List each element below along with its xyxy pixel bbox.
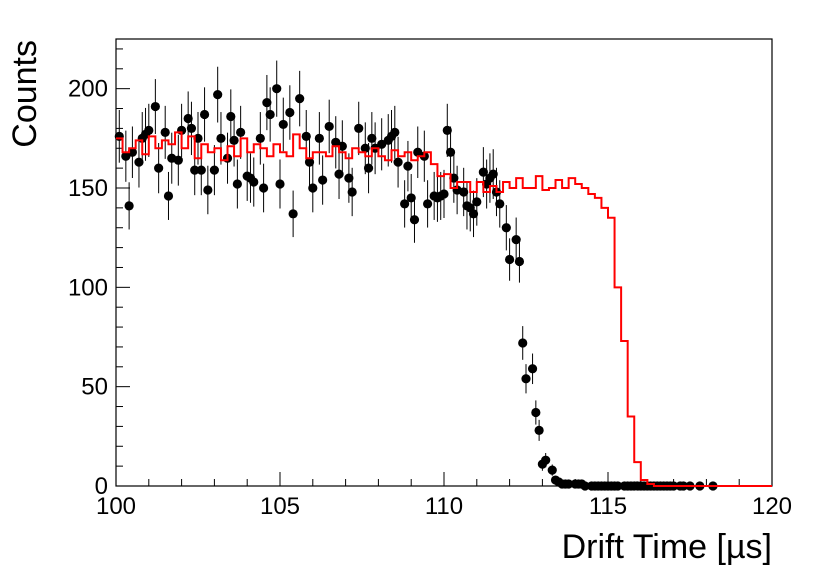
- data-point: [134, 157, 144, 167]
- data-point: [295, 94, 305, 104]
- data-point: [314, 133, 324, 143]
- y-axis-title: Counts: [6, 40, 44, 148]
- data-point: [196, 165, 206, 175]
- data-point: [547, 465, 557, 475]
- data-point: [150, 101, 160, 112]
- data-point: [160, 127, 170, 137]
- model-histogram-line: [116, 131, 772, 487]
- data-point: [203, 185, 213, 195]
- data-point: [318, 175, 328, 185]
- plot-frame: [115, 38, 773, 487]
- data-point: [518, 338, 528, 348]
- data-point: [209, 165, 219, 175]
- data-point: [468, 209, 479, 219]
- data-point: [564, 479, 574, 489]
- data-point: [229, 135, 239, 145]
- data-point: [124, 201, 134, 211]
- data-point: [324, 121, 334, 132]
- data-point: [472, 197, 482, 207]
- data-point: [527, 364, 538, 374]
- data-point: [580, 481, 590, 491]
- data-point: [272, 84, 282, 94]
- data-point: [213, 90, 223, 100]
- data-point: [163, 191, 174, 201]
- data-point: [183, 113, 193, 124]
- data-point: [255, 133, 265, 143]
- data-point: [190, 165, 200, 175]
- data-point: [439, 189, 449, 199]
- x-tick-label: 110: [425, 493, 463, 520]
- data-point: [363, 163, 374, 173]
- y-tick-label: 0: [95, 473, 108, 500]
- data-point: [534, 425, 544, 435]
- data-point: [236, 127, 246, 137]
- x-tick-label: 115: [589, 493, 627, 520]
- data-point: [400, 199, 410, 209]
- data-point: [186, 123, 197, 133]
- data-point: [442, 125, 452, 135]
- x-tick-label: 120: [752, 493, 792, 520]
- data-point: [173, 155, 183, 165]
- data-point: [514, 256, 525, 267]
- data-point: [478, 167, 488, 177]
- data-point: [199, 109, 210, 120]
- data-point: [495, 199, 505, 209]
- data-point: [262, 97, 272, 108]
- data-point: [423, 199, 433, 209]
- y-tick-label: 200: [68, 76, 108, 103]
- data-point: [403, 161, 413, 171]
- data-point: [275, 179, 285, 189]
- data-point: [278, 119, 288, 130]
- data-point: [304, 157, 315, 167]
- data-point: [521, 374, 531, 384]
- data-point: [265, 109, 275, 120]
- data-point: [154, 163, 164, 173]
- data-point: [367, 133, 377, 143]
- data-point: [308, 183, 318, 193]
- data-point: [445, 147, 456, 157]
- data-point: [360, 143, 370, 153]
- data-point: [406, 193, 416, 203]
- data-point: [613, 481, 623, 491]
- data-point: [409, 215, 420, 225]
- data-point: [344, 173, 354, 183]
- data-point: [301, 131, 311, 141]
- data-point: [459, 187, 469, 197]
- data-point: [249, 177, 259, 187]
- y-tick-label: 150: [68, 175, 108, 202]
- data-point: [541, 455, 551, 465]
- data-point: [511, 235, 521, 245]
- data-point: [347, 187, 357, 197]
- data-point: [232, 179, 242, 189]
- data-point: [288, 209, 298, 219]
- data-point: [488, 169, 498, 179]
- data-point: [393, 157, 403, 167]
- data-point: [390, 127, 400, 137]
- data-point: [531, 407, 541, 418]
- x-tick-label: 105: [260, 493, 300, 520]
- y-tick-label: 100: [68, 274, 108, 301]
- data-point: [226, 111, 236, 122]
- data-point: [259, 183, 269, 193]
- data-point: [285, 107, 295, 118]
- x-axis-title: Drift Time [µs]: [562, 528, 772, 565]
- data-point: [216, 133, 226, 143]
- data-point: [501, 223, 511, 233]
- y-tick-label: 50: [81, 374, 108, 401]
- data-point: [505, 254, 515, 265]
- x-tick-label: 100: [96, 493, 136, 520]
- data-point: [354, 123, 364, 133]
- data-point: [334, 169, 344, 179]
- data-point: [144, 125, 154, 135]
